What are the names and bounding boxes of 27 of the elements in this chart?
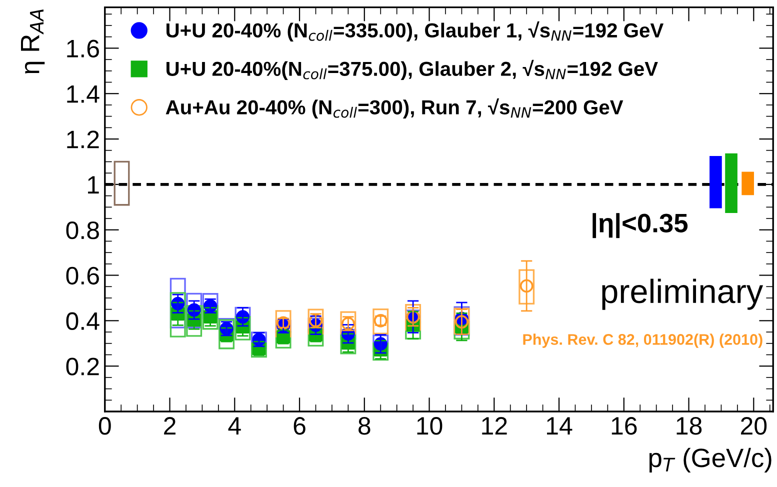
x-tick-label: 14 [547, 417, 572, 434]
x-tick-label: 16 [612, 417, 637, 435]
y-tick-label: 1.4 [67, 85, 100, 103]
x-tick-label: 2 [164, 417, 176, 434]
annotation: |η|<0.35 [592, 213, 688, 238]
y-tick-label: 1.6 [67, 40, 99, 58]
y-axis-title: η R$_{AA}$ [21, 10, 45, 74]
y-tick-label: 0.8 [66, 221, 99, 240]
legend-label: Au+Au 20-40% (N$_{coll}$=300), Run 7, √s$_{NN}$=200 GeV [166, 98, 624, 118]
x-tick-label: 6 [294, 417, 306, 435]
x-tick-label: 12 [482, 417, 507, 434]
annotation: Phys. Rev. C 82, 011902(R) (2010) [523, 334, 762, 348]
x-tick-label: 18 [676, 417, 702, 435]
y-tick-label: 0.6 [66, 266, 99, 285]
x-tick-label: 10 [417, 417, 442, 435]
x-tick-label: 4 [228, 417, 241, 434]
y-tick-label: 1 [88, 176, 99, 194]
legend-label: U+U 20-40% (N$_{coll}$=335.00), Glauber 1, √s$_{NN}$=192 GeV [166, 21, 664, 42]
y-tick-label: 0.4 [66, 312, 100, 330]
y-tick-label: 1.2 [67, 130, 99, 148]
x-tick-label: 8 [358, 417, 370, 435]
x-axis-title: p$_{T}$ (GeV/c) [649, 448, 772, 472]
y-tick-label: 0.2 [66, 358, 99, 376]
x-tick-label: 20 [741, 417, 767, 435]
annotation: preliminary [602, 278, 764, 310]
legend-label: U+U 20-40%(N$_{coll}$=375.00), Glauber 2, √s$_{NN}$=192 GeV [166, 60, 658, 80]
x-tick-label: 0 [98, 417, 111, 435]
